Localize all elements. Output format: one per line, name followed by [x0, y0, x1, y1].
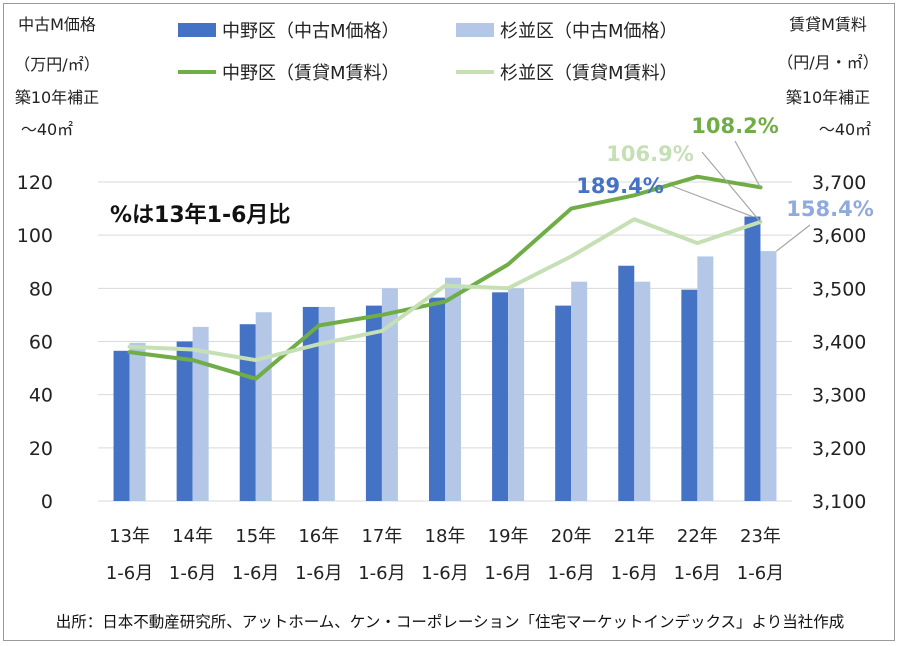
- bar: [429, 297, 445, 501]
- chart-frame: [3, 3, 895, 641]
- category-label-year: 16年: [298, 526, 339, 547]
- source-text: 出所：日本不動産研究所、アットホーム、ケン・コーポレーション「住宅マーケットイン…: [56, 612, 845, 631]
- category-label-period: 1-6月: [737, 563, 784, 584]
- annotations: 108.2% 106.9% 189.4% 158.4%: [576, 114, 874, 252]
- bar: [255, 312, 272, 501]
- category-label-year: 13年: [109, 526, 150, 547]
- bar: [302, 306, 319, 501]
- category-label-year: 21年: [614, 526, 655, 547]
- annotation-label: 108.2%: [691, 114, 778, 138]
- right-tick-label: 3,700: [812, 172, 866, 194]
- series-line: [127, 174, 763, 381]
- bar: [760, 251, 777, 501]
- legend-swatch: [178, 23, 216, 37]
- category-label-year: 20年: [551, 526, 592, 547]
- legend-swatch: [456, 23, 494, 37]
- category-label-period: 1-6月: [106, 563, 153, 584]
- category-label-year: 22年: [677, 526, 718, 547]
- bar-series: [113, 216, 777, 501]
- category-label-period: 1-6月: [547, 563, 594, 584]
- bar: [555, 305, 572, 501]
- series-line: [127, 217, 763, 363]
- axes: 0 20 40 60 80 100 120 3,100 3,200 3,300 3,400 3,500…: [14, 15, 878, 584]
- left-tick-label: 120: [17, 172, 53, 194]
- bar: [634, 281, 651, 501]
- line-series: [127, 174, 763, 381]
- left-axis-title-line: （万円/㎡）: [14, 55, 99, 74]
- bar: [239, 324, 256, 501]
- annotation-label: 189.4%: [576, 174, 663, 198]
- legend-label: 杉並区（賃貸M賃料）: [500, 63, 678, 84]
- annotation-label: 106.9%: [606, 142, 693, 166]
- left-tick-label: 60: [29, 332, 53, 354]
- right-axis-title-line: ～40㎡: [819, 120, 871, 139]
- bar: [318, 306, 335, 501]
- category-label-period: 1-6月: [358, 563, 405, 584]
- category-label-year: 18年: [425, 526, 466, 547]
- left-tick-label: 20: [29, 438, 53, 460]
- bar: [445, 277, 461, 501]
- right-tick-label: 3,400: [812, 332, 866, 354]
- category-label-year: 17年: [361, 526, 402, 547]
- annotation-label: 158.4%: [786, 197, 873, 221]
- bar: [176, 341, 193, 501]
- bar: [618, 265, 635, 501]
- legend-label: 中野区（賃貸M賃料）: [222, 63, 400, 84]
- right-tick-label: 3,200: [812, 438, 866, 460]
- bar: [697, 256, 714, 501]
- bar: [744, 216, 761, 501]
- left-tick-label: 0: [41, 491, 53, 513]
- annotation-leader: [734, 140, 761, 188]
- right-axis-title-line: 賃貸M賃料: [789, 15, 867, 34]
- percent-note: %は13年1-6月比: [110, 202, 290, 228]
- right-tick-label: 3,600: [812, 225, 866, 247]
- annotation-leader: [776, 224, 811, 252]
- left-axis-title-line: 中古M価格: [18, 15, 96, 34]
- bar: [113, 350, 130, 501]
- category-label-year: 15年: [235, 526, 276, 547]
- right-axis-title-line: （円/月・㎡）: [777, 53, 878, 72]
- category-label-period: 1-6月: [611, 563, 658, 584]
- legend-label: 杉並区（中古M価格）: [500, 21, 678, 42]
- bar: [381, 288, 398, 501]
- gridlines: [98, 181, 792, 502]
- category-label-period: 1-6月: [484, 563, 531, 584]
- right-tick-label: 3,300: [812, 385, 866, 407]
- left-tick-label: 80: [29, 278, 53, 300]
- bar: [508, 288, 525, 501]
- annotation-leader: [671, 185, 753, 218]
- left-tick-label: 100: [17, 225, 53, 247]
- left-tick-label: 40: [29, 385, 53, 407]
- category-label-period: 1-6月: [674, 563, 721, 584]
- left-axis-title-line: ～40㎡: [21, 120, 73, 139]
- bar: [492, 292, 509, 501]
- right-tick-label: 3,100: [812, 491, 866, 513]
- category-label-year: 19年: [488, 526, 529, 547]
- category-label-year: 14年: [172, 526, 213, 547]
- category-label-period: 1-6月: [232, 563, 279, 584]
- bar: [365, 305, 382, 501]
- category-label-year: 23年: [740, 526, 781, 547]
- bar: [571, 281, 588, 501]
- category-label-period: 1-6月: [295, 563, 342, 584]
- legend-label: 中野区（中古M価格）: [222, 21, 400, 42]
- bar: [192, 326, 209, 501]
- right-axis-title-line: 築10年補正: [786, 88, 870, 107]
- legend: 中野区（中古M価格） 杉並区（中古M価格） 中野区（賃貸M賃料） 杉並区（賃貸M賃料）: [178, 21, 678, 84]
- left-axis-title-line: 築10年補正: [15, 88, 99, 107]
- bar: [129, 342, 146, 501]
- category-label-period: 1-6月: [169, 563, 216, 584]
- annotation-leader: [701, 151, 761, 223]
- bar: [681, 289, 698, 501]
- category-label-period: 1-6月: [421, 563, 468, 584]
- right-tick-label: 3,500: [812, 278, 866, 300]
